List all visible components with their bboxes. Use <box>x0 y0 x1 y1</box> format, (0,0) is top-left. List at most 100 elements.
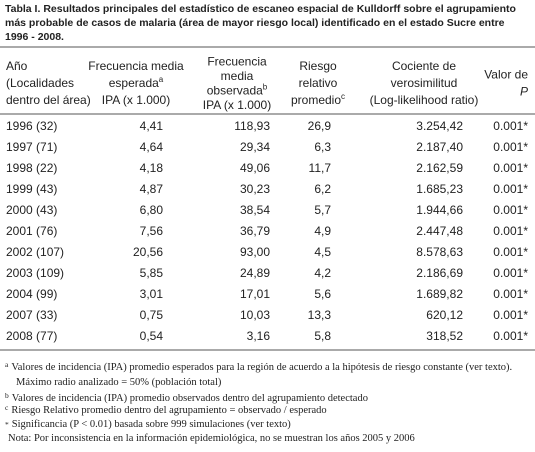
title-line: 1996 - 2008. <box>5 31 64 43</box>
cell: 6,2 <box>314 182 331 196</box>
footnote-text: Valores de incidencia (IPA) promedio obs… <box>12 393 368 404</box>
footnote-mark: c <box>5 403 9 412</box>
cell: 0.001* <box>493 266 528 280</box>
header-text: IPA (x 1.000) <box>203 98 271 112</box>
header-text: Año <box>6 59 28 73</box>
cell: 5,6 <box>314 287 331 301</box>
cell: 24,89 <box>240 266 270 280</box>
header-line: P <box>520 85 528 99</box>
cell: 10,03 <box>240 308 270 322</box>
header-line: IPA (x 1.000) <box>102 93 170 107</box>
title-line: más probable de casos de malaria (área d… <box>5 17 505 29</box>
cell: 4,9 <box>314 224 331 238</box>
cell: 3.254,42 <box>416 119 463 133</box>
cell: 2.186,69 <box>416 266 463 280</box>
header-text: media <box>221 69 254 83</box>
header-text: promedioc <box>291 92 345 107</box>
cell: 6,80 <box>140 203 164 217</box>
footnote-text: Nota: Por inconsistencia en la informaci… <box>8 433 415 444</box>
cell: 4,41 <box>140 119 164 133</box>
cell: 49,06 <box>240 161 270 175</box>
cell: 4,2 <box>314 266 331 280</box>
footnote-mark: * <box>5 420 9 429</box>
header-text: observadab <box>207 82 268 97</box>
cell: 0.001* <box>493 287 528 301</box>
cell: 4,5 <box>314 245 331 259</box>
cell: 318,52 <box>426 329 463 343</box>
cell: 0,75 <box>140 308 164 322</box>
header-sup: b <box>263 82 268 91</box>
header-text: (Localidades <box>6 76 74 90</box>
header-line: promedio <box>291 93 341 107</box>
cell: 0.001* <box>493 203 528 217</box>
header-text: Cociente de <box>392 59 456 73</box>
header-line: observada <box>207 83 263 97</box>
footnote-text: Riesgo Relativo promedio dentro del agru… <box>11 405 326 416</box>
cell: 7,56 <box>140 224 164 238</box>
header-text: Frecuencia media <box>88 59 184 73</box>
cell: 2003 (109) <box>6 266 64 280</box>
cell: 2004 (99) <box>6 287 57 301</box>
header-sup: a <box>159 75 164 84</box>
cell: 36,79 <box>240 224 270 238</box>
cell: 0.001* <box>493 119 528 133</box>
title-line: Tabla I. Resultados principales del esta… <box>5 3 516 15</box>
cell: 0.001* <box>493 182 528 196</box>
footnote-mark: a <box>5 360 9 369</box>
cell: 3,01 <box>140 287 164 301</box>
header-line: (Localidades <box>6 76 74 90</box>
cell: 4,64 <box>140 140 164 154</box>
cell: 26,9 <box>308 119 332 133</box>
cell: 0.001* <box>493 245 528 259</box>
cell: 2008 (77) <box>6 329 57 343</box>
cell: 13,3 <box>308 308 332 322</box>
cell: 11,7 <box>309 161 332 175</box>
cell: 2.447,48 <box>416 224 463 238</box>
cell: 1999 (43) <box>6 182 57 196</box>
header-line: esperada <box>109 76 159 90</box>
header-line: Frecuencia <box>207 54 267 68</box>
header-line: relativo <box>299 76 338 90</box>
header-line: Riesgo <box>299 59 337 73</box>
cell: 0.001* <box>493 329 528 343</box>
cell: 38,54 <box>240 203 270 217</box>
footnote: a Valores de incidencia (IPA) promedio es… <box>5 360 512 374</box>
header-text: (Log-likelihood ratio) <box>370 93 479 107</box>
cell: 2001 (76) <box>6 224 57 238</box>
cell: 4,18 <box>140 161 164 175</box>
footnote: Nota: Por inconsistencia en la informaci… <box>8 433 415 444</box>
footnote-mark: b <box>5 391 9 400</box>
cell: 1.685,23 <box>416 182 463 196</box>
cell: 5,8 <box>314 329 331 343</box>
footnote: b Valores de incidencia (IPA) promedio ob… <box>5 391 368 405</box>
header-line: Año <box>6 59 28 73</box>
cell: 6,3 <box>314 140 331 154</box>
footnote-text: Valores de incidencia (IPA) promedio esp… <box>11 362 512 373</box>
cell: 1.944,66 <box>416 203 463 217</box>
cell: 93,00 <box>240 245 270 259</box>
header-text: Valor de <box>484 68 528 82</box>
footnote: Máximo radio analizado = 50% (población … <box>16 377 222 388</box>
cell: 1998 (22) <box>6 161 57 175</box>
cell: 17,01 <box>240 287 270 301</box>
header-text: dentro del área) <box>6 93 91 107</box>
header-line: media <box>221 69 254 83</box>
cell: 1.689,82 <box>416 287 463 301</box>
cell: 0.001* <box>493 308 528 322</box>
header-line: IPA (x 1.000) <box>203 98 271 112</box>
cell: 2.187,40 <box>416 140 463 154</box>
cell: 620,12 <box>426 308 463 322</box>
header-text: IPA (x 1.000) <box>102 93 170 107</box>
footnote-text: Máximo radio analizado = 50% (población … <box>16 377 222 388</box>
header-line: verosimilitud <box>391 76 458 90</box>
cell: 30,23 <box>240 182 270 196</box>
cell: 0.001* <box>493 161 528 175</box>
header-text: verosimilitud <box>391 76 458 90</box>
footnote-text: Significancia (P < 0.01) basada sobre 99… <box>12 419 292 430</box>
cell: 2002 (107) <box>6 245 64 259</box>
header-line: dentro del área) <box>6 93 91 107</box>
cell: 3,16 <box>247 329 271 343</box>
header-line: Valor de <box>484 68 528 82</box>
header-line: (Log-likelihood ratio) <box>370 93 479 107</box>
cell: 5,85 <box>140 266 164 280</box>
